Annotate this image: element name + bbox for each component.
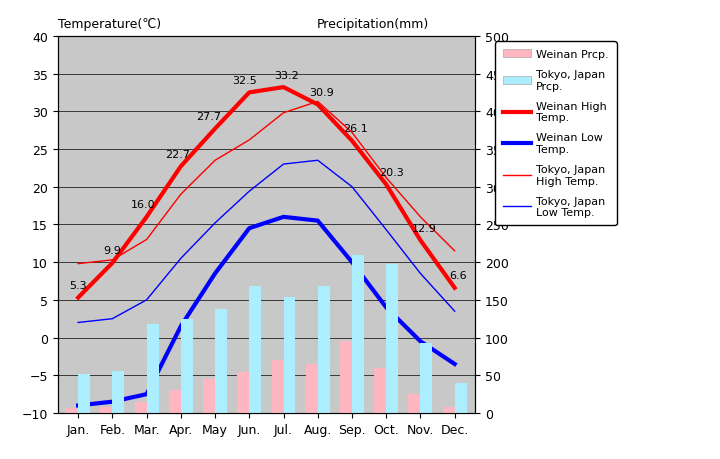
Text: Temperature(℃): Temperature(℃) — [58, 18, 161, 31]
Bar — [284, 297, 295, 413]
Text: 27.7: 27.7 — [196, 112, 221, 122]
Bar — [420, 343, 433, 413]
Bar — [249, 286, 261, 413]
Bar — [238, 372, 249, 413]
Text: 32.5: 32.5 — [232, 76, 256, 86]
Bar — [443, 407, 454, 413]
Text: 5.3: 5.3 — [69, 280, 87, 291]
Bar — [135, 402, 147, 413]
Text: 30.9: 30.9 — [309, 88, 333, 98]
Text: 12.9: 12.9 — [411, 223, 436, 233]
Text: 33.2: 33.2 — [274, 70, 300, 80]
Text: 20.3: 20.3 — [379, 168, 404, 178]
Bar — [386, 264, 398, 413]
Bar — [454, 383, 467, 413]
Bar — [215, 309, 227, 413]
Bar — [112, 371, 125, 413]
Text: Precipitation(mm): Precipitation(mm) — [317, 18, 429, 31]
Bar — [408, 394, 420, 413]
Bar — [271, 360, 284, 413]
Bar — [66, 409, 78, 413]
Bar — [78, 374, 90, 413]
Bar — [203, 379, 215, 413]
Bar — [169, 391, 181, 413]
Text: 9.9: 9.9 — [104, 246, 121, 256]
Bar — [147, 324, 158, 413]
Bar — [352, 255, 364, 413]
Text: 16.0: 16.0 — [131, 200, 156, 210]
Bar — [100, 407, 112, 413]
Bar — [318, 286, 330, 413]
Legend: Weinan Prcp., Tokyo, Japan
Prcp., Weinan High
Temp., Weinan Low
Temp., Tokyo, Ja: Weinan Prcp., Tokyo, Japan Prcp., Weinan… — [495, 42, 616, 225]
Text: 6.6: 6.6 — [449, 271, 467, 280]
Bar — [340, 341, 352, 413]
Text: 22.7: 22.7 — [165, 150, 190, 159]
Bar — [181, 319, 193, 413]
Bar — [306, 364, 318, 413]
Text: 26.1: 26.1 — [343, 124, 368, 134]
Bar — [374, 368, 386, 413]
